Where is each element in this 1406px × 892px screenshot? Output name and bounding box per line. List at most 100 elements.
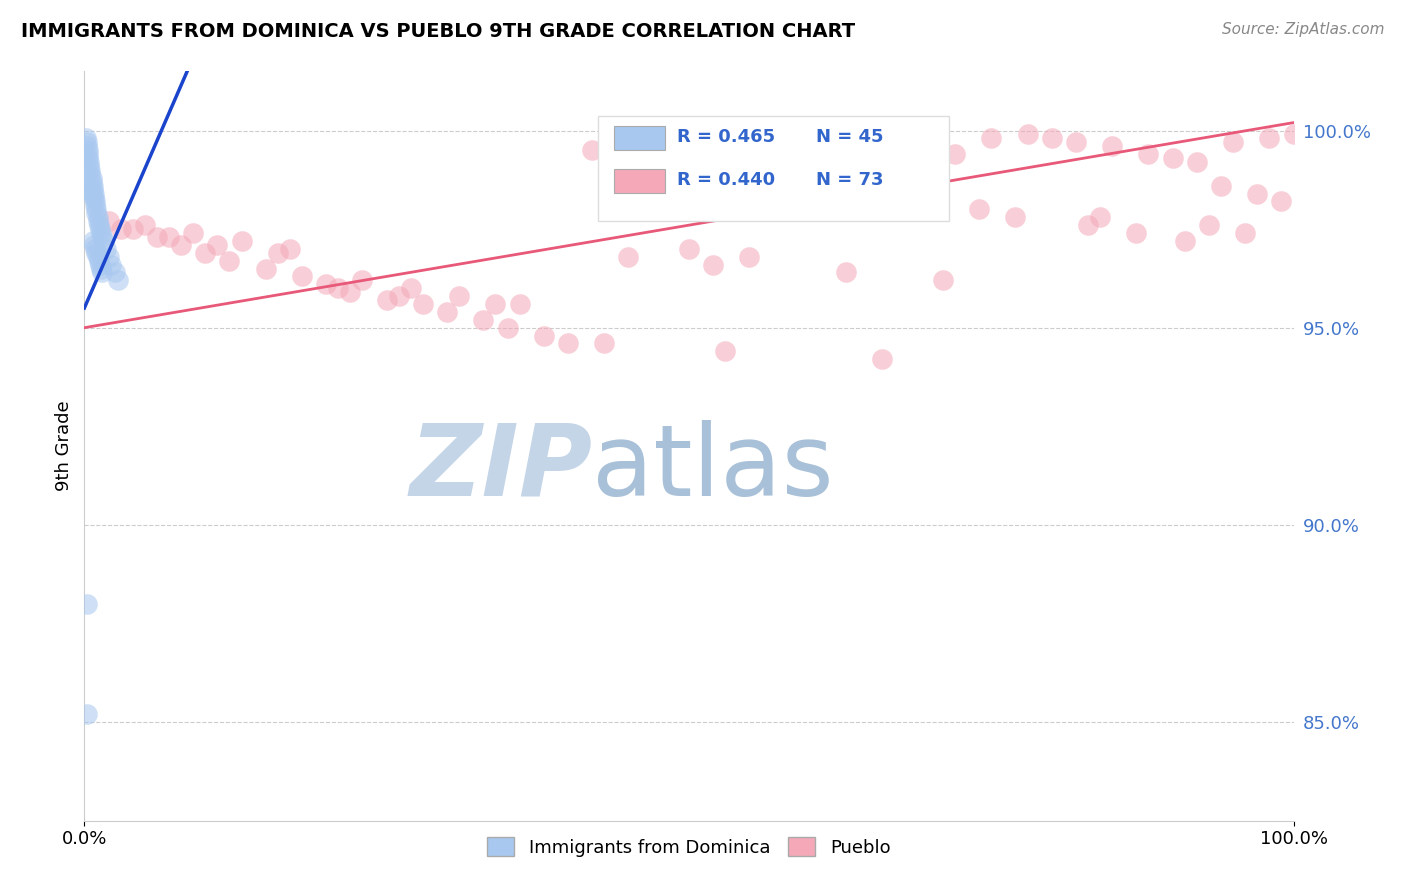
Point bbox=[920, 143, 942, 157]
Point bbox=[76, 139, 98, 153]
Point bbox=[97, 214, 120, 228]
Point bbox=[835, 265, 858, 279]
Point bbox=[194, 245, 217, 260]
Point bbox=[107, 273, 129, 287]
Legend: Immigrants from Dominica, Pueblo: Immigrants from Dominica, Pueblo bbox=[479, 830, 898, 864]
Point bbox=[1004, 211, 1026, 225]
Point bbox=[157, 230, 180, 244]
Point bbox=[267, 245, 290, 260]
Point bbox=[581, 143, 603, 157]
Point bbox=[352, 273, 374, 287]
Point bbox=[134, 218, 156, 232]
Point bbox=[76, 597, 98, 611]
Point bbox=[86, 206, 108, 220]
Point bbox=[84, 242, 107, 256]
Text: IMMIGRANTS FROM DOMINICA VS PUEBLO 9TH GRADE CORRELATION CHART: IMMIGRANTS FROM DOMINICA VS PUEBLO 9TH G… bbox=[21, 22, 855, 41]
Point bbox=[1161, 151, 1184, 165]
Point bbox=[436, 305, 458, 319]
Point bbox=[315, 277, 337, 292]
Text: N = 73: N = 73 bbox=[815, 171, 883, 189]
Point bbox=[83, 186, 105, 201]
Point bbox=[86, 211, 108, 225]
Point bbox=[75, 131, 97, 145]
Point bbox=[86, 250, 108, 264]
Point bbox=[86, 202, 108, 217]
Point bbox=[738, 250, 761, 264]
Y-axis label: 9th Grade: 9th Grade bbox=[55, 401, 73, 491]
Point bbox=[1017, 128, 1039, 142]
Text: Source: ZipAtlas.com: Source: ZipAtlas.com bbox=[1222, 22, 1385, 37]
Point bbox=[218, 253, 240, 268]
Point bbox=[80, 175, 103, 189]
Point bbox=[1234, 226, 1257, 240]
Point bbox=[77, 155, 100, 169]
Text: N = 45: N = 45 bbox=[815, 128, 883, 145]
Point bbox=[412, 297, 434, 311]
Text: R = 0.440: R = 0.440 bbox=[676, 171, 775, 189]
Point bbox=[872, 352, 894, 367]
Point bbox=[1064, 136, 1087, 150]
Point bbox=[823, 131, 845, 145]
Point bbox=[82, 183, 104, 197]
Point bbox=[1088, 211, 1111, 225]
Point bbox=[557, 336, 579, 351]
Point bbox=[1174, 234, 1197, 248]
Point bbox=[484, 297, 506, 311]
Point bbox=[94, 242, 117, 256]
Point bbox=[231, 234, 253, 248]
Point bbox=[97, 250, 120, 264]
Point bbox=[799, 128, 821, 142]
Point bbox=[943, 147, 966, 161]
Point bbox=[509, 297, 531, 311]
Point bbox=[278, 242, 301, 256]
Point bbox=[80, 186, 103, 201]
Point bbox=[110, 222, 132, 236]
Point bbox=[605, 151, 627, 165]
Point bbox=[1222, 136, 1244, 150]
Point bbox=[1270, 194, 1292, 209]
Point bbox=[714, 344, 737, 359]
Point bbox=[533, 328, 555, 343]
Point bbox=[1246, 186, 1268, 201]
Point bbox=[207, 238, 229, 252]
Point bbox=[1040, 131, 1063, 145]
Point bbox=[76, 136, 98, 150]
Point bbox=[76, 707, 98, 722]
Point bbox=[1282, 128, 1305, 142]
Point bbox=[967, 202, 990, 217]
Point bbox=[654, 159, 676, 173]
Point bbox=[79, 167, 101, 181]
Point bbox=[254, 261, 277, 276]
Point bbox=[449, 289, 471, 303]
Point bbox=[1185, 155, 1208, 169]
FancyBboxPatch shape bbox=[614, 126, 665, 150]
Point bbox=[932, 273, 955, 287]
Point bbox=[1101, 139, 1123, 153]
Point bbox=[328, 281, 350, 295]
Point bbox=[84, 194, 107, 209]
Point bbox=[1258, 131, 1281, 145]
Point bbox=[617, 250, 640, 264]
Point bbox=[77, 143, 100, 157]
Point bbox=[83, 190, 105, 204]
Point bbox=[90, 261, 112, 276]
Point bbox=[678, 242, 700, 256]
Point bbox=[82, 178, 104, 193]
Point bbox=[896, 139, 918, 153]
Point bbox=[399, 281, 422, 295]
Point bbox=[980, 131, 1002, 145]
Point bbox=[79, 163, 101, 178]
Point bbox=[702, 258, 724, 272]
Point bbox=[1198, 218, 1220, 232]
Point bbox=[86, 214, 108, 228]
Point bbox=[472, 313, 495, 327]
Point bbox=[291, 269, 314, 284]
Point bbox=[104, 265, 127, 279]
Point bbox=[77, 147, 100, 161]
Point bbox=[1137, 147, 1160, 161]
Point bbox=[146, 230, 169, 244]
Point bbox=[87, 218, 110, 232]
Point bbox=[84, 198, 107, 212]
Point bbox=[775, 131, 797, 145]
Point bbox=[388, 289, 411, 303]
